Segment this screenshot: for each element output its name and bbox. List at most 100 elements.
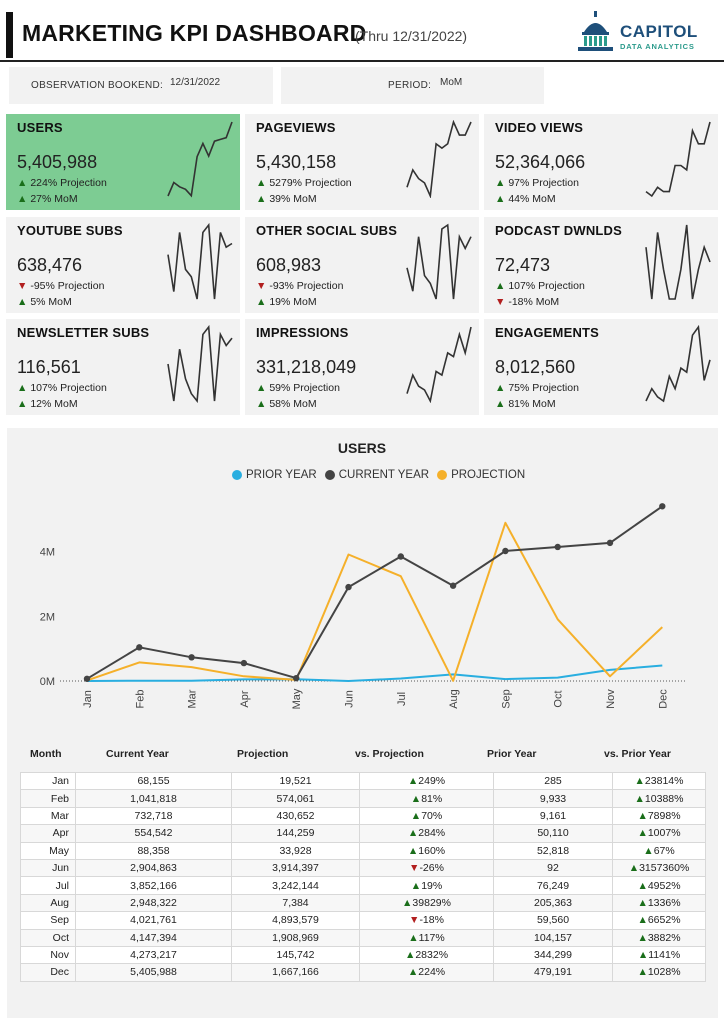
kpi-card-other-social-subs[interactable]: OTHER SOCIAL SUBS 608,983 ▼ -93% Projectio… (245, 217, 479, 313)
chart-legend: PRIOR YEAR CURRENT YEAR PROJECTION (228, 469, 525, 481)
period-value[interactable]: MoM (440, 77, 463, 88)
arrow-up-icon: ▲ (256, 296, 267, 308)
arrow-down-icon: ▼ (409, 862, 420, 875)
legend-current-year[interactable]: CURRENT YEAR (338, 469, 430, 481)
series-line-current-year[interactable] (86, 505, 663, 680)
data-point-current-year[interactable] (502, 547, 509, 555)
users-line-chart: 0M 2M 4M Jan Feb Mar Apr May Jun Jul Aug Sep Oct Nov D… (40, 503, 686, 709)
data-point-current-year[interactable] (83, 675, 91, 682)
sparkline-path (406, 223, 472, 300)
kpi-card-podcast-dwnlds[interactable]: PODCAST DWNLDS 72,473 ▲ 107% Projection ▼ -… (484, 217, 718, 313)
kpi-card-pageviews[interactable]: PAGEVIEWS 5,430,158 ▲ 5279% Projection ▲ 39… (245, 114, 479, 210)
kpi-card-youtube-subs[interactable]: YOUTUBE SUBS 638,476 ▼ -95% Projection ▲ 5%… (6, 217, 240, 313)
page-title: MARKETING KPI DASHBOARD (22, 20, 367, 46)
vs-projection-value: 160% (418, 844, 446, 857)
data-point-current-year[interactable] (554, 543, 561, 551)
arrow-down-icon: ▼ (495, 296, 506, 308)
sparkline-path (167, 223, 233, 300)
kpi-projection-change: ▲ 59% Projection (256, 382, 340, 394)
kpi-card-newsletter-subs[interactable]: NEWSLETTER SUBS 116,561 ▲ 107% Projection ▲… (6, 319, 240, 415)
kpi-sparkline (406, 223, 472, 300)
data-point-current-year[interactable] (136, 644, 143, 651)
cell-projection: 19,521 (231, 771, 360, 791)
arrow-up-icon: ▲ (495, 193, 506, 205)
arrow-up-icon: ▲ (17, 177, 28, 189)
cell-vs-projection: ▲19% (359, 876, 494, 895)
arrow-up-icon: ▲ (410, 809, 422, 822)
kpi-title: NEWSLETTER SUBS (17, 325, 150, 340)
kpi-card-users[interactable]: USERS 5,405,988 ▲ 224% Projection ▲ 27% MoM (6, 114, 240, 210)
kpi-projection-change: ▲ 107% Projection (495, 280, 585, 292)
arrow-up-icon: ▲ (17, 382, 28, 394)
period-filter[interactable]: PERIOD: MoM (281, 67, 544, 104)
data-point-current-year[interactable] (188, 654, 195, 661)
arrow-up-icon: ▲ (637, 809, 648, 822)
kpi-sparkline (645, 121, 711, 198)
vs-prior-year-value: 10388% (644, 792, 684, 805)
cell-current-year: 2,904,863 (75, 858, 232, 878)
kpi-sparkline (167, 121, 233, 198)
kpi-mom-text: 39% MoM (266, 193, 317, 205)
arrow-up-icon: ▲ (495, 398, 506, 410)
cell-current-year: 2,948,322 (75, 893, 232, 913)
kpi-projection-text: -95% Projection (27, 280, 105, 292)
cell-projection: 1,908,969 (231, 928, 360, 947)
table-row: Aug 2,948,322 7,384 ▲39829% 205,363 ▲1336% (20, 893, 706, 913)
data-point-current-year[interactable] (345, 583, 352, 591)
cell-month: Feb (20, 789, 76, 808)
vs-prior-year-value: 1028% (647, 966, 681, 979)
arrow-up-icon: ▲ (637, 931, 648, 944)
sparkline-path (406, 120, 472, 198)
data-point-current-year[interactable] (240, 659, 248, 667)
cell-projection: 574,061 (231, 789, 360, 808)
vs-prior-year-value: 1141% (648, 949, 681, 962)
data-point-current-year[interactable] (606, 539, 614, 547)
sparkline-path (645, 224, 711, 300)
arrow-up-icon: ▲ (634, 792, 645, 805)
kpi-mom-change: ▲ 39% MoM (256, 193, 317, 205)
legend-prior-year-marker (232, 470, 242, 480)
kpi-card-video-views[interactable]: VIDEO VIEWS 52,364,066 ▲ 97% Projection ▲ 4… (484, 114, 718, 210)
kpi-card-impressions[interactable]: IMPRESSIONS 331,218,049 ▲ 59% Projection ▲ … (245, 319, 479, 415)
cell-current-year: 1,041,818 (75, 789, 232, 808)
kpi-value: 52,364,066 (495, 152, 586, 172)
cell-month: Aug (20, 893, 76, 913)
observation-bookend-value[interactable]: 12/31/2022 (170, 77, 221, 88)
vs-prior-year-value: 3157360% (639, 862, 690, 875)
cell-month: Sep (20, 911, 76, 930)
arrow-up-icon: ▲ (408, 931, 419, 944)
arrow-up-icon: ▲ (495, 382, 506, 394)
arrow-up-icon: ▲ (495, 280, 506, 292)
kpi-title: PODCAST DWNLDS (495, 223, 623, 238)
kpi-title: ENGAGEMENTS (495, 325, 600, 340)
cell-prior-year: 52,818 (493, 841, 613, 860)
logo-name: CAPITOL (620, 22, 698, 41)
series-line-prior-year[interactable] (86, 664, 663, 682)
kpi-mom-text: 58% MoM (266, 398, 317, 410)
y-tick-label: 0M (40, 676, 55, 688)
kpi-card-engagements[interactable]: ENGAGEMENTS 8,012,560 ▲ 75% Projection ▲ 81… (484, 319, 718, 415)
vs-prior-year-value: 4952% (647, 879, 681, 892)
kpi-sparkline (645, 325, 711, 403)
x-tick-label: Jan (82, 690, 94, 708)
cell-vs-prior-year: ▲10388% (612, 789, 706, 808)
data-point-current-year[interactable] (659, 503, 666, 510)
kpi-mom-text: 5% MoM (27, 296, 72, 308)
cell-current-year: 3,852,166 (75, 876, 232, 895)
legend-projection[interactable]: PROJECTION (451, 469, 526, 481)
kpi-mom-text: -18% MoM (505, 296, 560, 308)
kpi-mom-text: 27% MoM (27, 193, 78, 205)
col-header-current-year: Current Year (106, 748, 169, 760)
data-point-current-year[interactable] (397, 553, 404, 560)
cell-vs-prior-year: ▲67% (612, 841, 706, 860)
table-row: Apr 554,542 144,259 ▲284% 50,110 ▲1007% (20, 824, 706, 843)
vs-projection-value: 39829% (412, 896, 451, 909)
arrow-up-icon: ▲ (628, 862, 640, 875)
legend-prior-year[interactable]: PRIOR YEAR (246, 469, 317, 481)
series-line-projection[interactable] (86, 521, 663, 682)
cell-projection: 145,742 (231, 945, 360, 965)
observation-bookend-filter[interactable]: OBSERVATION BOOKEND: 12/31/2022 (9, 67, 273, 104)
arrow-up-icon: ▲ (410, 879, 422, 892)
data-point-current-year[interactable] (449, 582, 457, 589)
data-point-current-year[interactable] (293, 674, 300, 682)
